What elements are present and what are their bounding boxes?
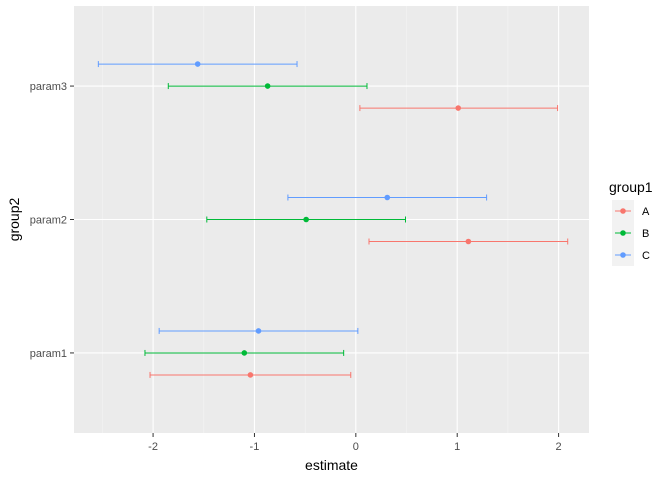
y-axis-ticks: param1 param2 param3 [30,81,74,360]
point-estimate [455,105,462,111]
y-tick-label: param1 [30,348,67,360]
x-axis-ticks: -2 -1 0 1 2 [148,433,562,453]
legend-label: A [642,206,650,218]
point-estimate [384,194,391,201]
point-estimate [255,328,262,334]
legend-key-point [620,252,626,258]
legend-key-B [615,230,631,236]
y-tick-label: param2 [30,215,67,227]
x-axis-title: estimate [305,457,358,473]
legend: group1 ABC [609,179,653,266]
point-estimate [303,216,309,223]
y-axis-title: group2 [6,197,22,241]
point-estimate [465,238,472,245]
legend-key-C [615,252,631,258]
point-estimate [264,83,271,89]
legend-label: C [642,250,650,262]
series-B [144,83,407,356]
y-tick-label: param3 [30,81,67,93]
x-tick-label: 2 [556,441,562,453]
legend-title: group1 [609,179,653,195]
legend-key-point [620,230,626,236]
error-bars-and-points [97,61,569,378]
x-tick-label: -1 [250,441,260,453]
point-estimate [194,61,201,67]
point-estimate [241,350,248,356]
x-tick-label: 0 [353,441,359,453]
series-C [97,61,488,334]
point-estimate [247,372,254,378]
x-tick-label: -2 [148,441,158,453]
series-A [149,105,569,378]
x-tick-label: 1 [454,441,460,453]
legend-label: B [642,228,649,240]
legend-key-point [620,208,626,214]
legend-key-A [615,208,631,214]
